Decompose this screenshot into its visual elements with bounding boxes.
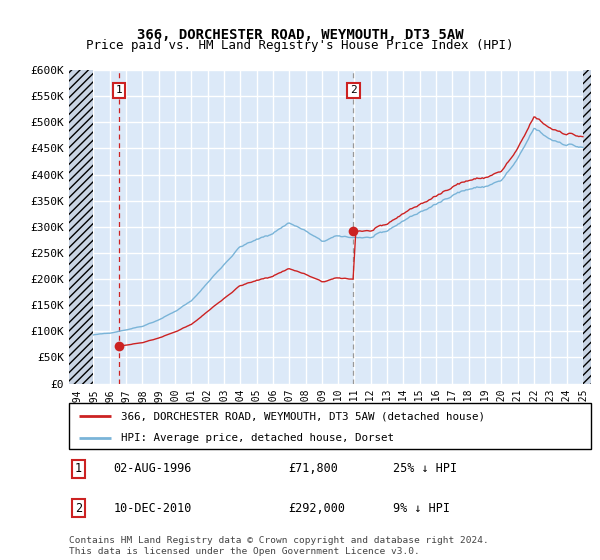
Bar <box>583 70 591 384</box>
Text: 10-DEC-2010: 10-DEC-2010 <box>113 502 192 515</box>
Bar <box>69 70 94 384</box>
Text: 1: 1 <box>116 85 122 95</box>
Text: 1: 1 <box>75 463 82 475</box>
FancyBboxPatch shape <box>69 403 591 449</box>
Text: £292,000: £292,000 <box>288 502 345 515</box>
Text: Price paid vs. HM Land Registry's House Price Index (HPI): Price paid vs. HM Land Registry's House … <box>86 39 514 52</box>
Text: 2: 2 <box>350 85 357 95</box>
Text: Contains HM Land Registry data © Crown copyright and database right 2024.
This d: Contains HM Land Registry data © Crown c… <box>69 536 489 556</box>
Text: 9% ↓ HPI: 9% ↓ HPI <box>392 502 449 515</box>
Text: 366, DORCHESTER ROAD, WEYMOUTH, DT3 5AW (detached house): 366, DORCHESTER ROAD, WEYMOUTH, DT3 5AW … <box>121 411 485 421</box>
Text: HPI: Average price, detached house, Dorset: HPI: Average price, detached house, Dors… <box>121 433 394 442</box>
Text: 366, DORCHESTER ROAD, WEYMOUTH, DT3 5AW: 366, DORCHESTER ROAD, WEYMOUTH, DT3 5AW <box>137 28 463 42</box>
Text: 2: 2 <box>75 502 82 515</box>
Text: £71,800: £71,800 <box>288 463 338 475</box>
Text: 02-AUG-1996: 02-AUG-1996 <box>113 463 192 475</box>
Text: 25% ↓ HPI: 25% ↓ HPI <box>392 463 457 475</box>
